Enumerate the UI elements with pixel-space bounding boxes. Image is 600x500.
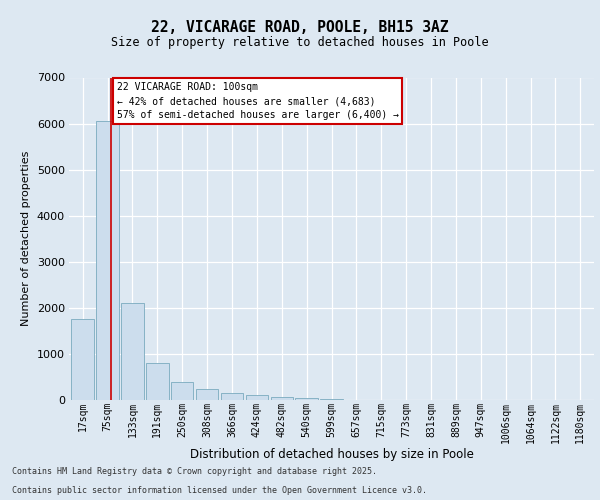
Bar	[271, 397, 293, 400]
Text: Contains public sector information licensed under the Open Government Licence v3: Contains public sector information licen…	[12, 486, 427, 495]
Y-axis label: Number of detached properties: Number of detached properties	[21, 151, 31, 326]
Bar	[171, 382, 193, 400]
Bar	[245, 396, 268, 400]
Bar	[196, 390, 218, 400]
X-axis label: Distribution of detached houses by size in Poole: Distribution of detached houses by size …	[190, 448, 473, 461]
Bar	[97, 122, 119, 400]
Bar	[221, 392, 243, 400]
Text: 22, VICARAGE ROAD, POOLE, BH15 3AZ: 22, VICARAGE ROAD, POOLE, BH15 3AZ	[151, 20, 449, 35]
Text: Size of property relative to detached houses in Poole: Size of property relative to detached ho…	[111, 36, 489, 49]
Bar	[146, 363, 169, 400]
Text: 22 VICARAGE ROAD: 100sqm
← 42% of detached houses are smaller (4,683)
57% of sem: 22 VICARAGE ROAD: 100sqm ← 42% of detach…	[116, 82, 398, 120]
Bar	[121, 303, 143, 400]
Text: Contains HM Land Registry data © Crown copyright and database right 2025.: Contains HM Land Registry data © Crown c…	[12, 467, 377, 476]
Bar	[295, 398, 318, 400]
Bar	[71, 320, 94, 400]
Bar	[320, 399, 343, 400]
